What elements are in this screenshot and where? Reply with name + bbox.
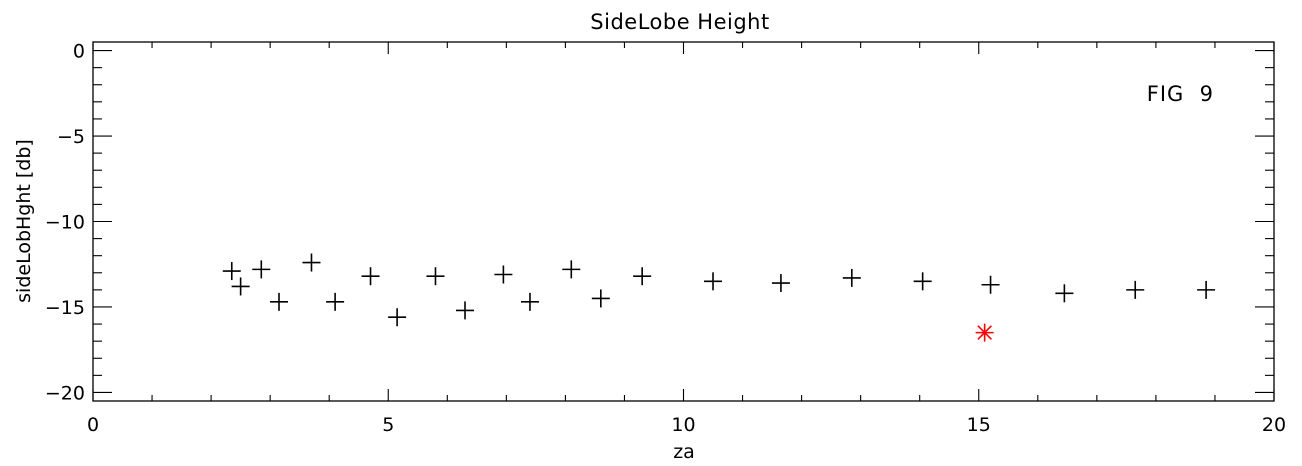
y-axis-label: sideLobHght [db] [13,139,35,303]
plus-point [302,253,321,272]
plus-point [520,292,539,311]
axis-ticks [92,42,1275,401]
y-tick-label: −5 [57,126,85,148]
plus-point [1126,280,1145,299]
x-tick-label: 10 [671,414,695,436]
x-tick-label: 15 [967,414,991,436]
plus-point [981,275,1000,294]
figure-annotation: FIG 9 [1147,82,1214,106]
plot-frame [92,41,1275,402]
plus-point [222,262,241,281]
plus-point [426,267,445,286]
plus-point [270,292,289,311]
x-tick-label: 0 [87,414,99,436]
data-points [222,253,1216,342]
plus-point [771,274,790,293]
plus-point [913,272,932,291]
y-tick-label: −15 [45,297,85,319]
plus-point [1055,284,1074,303]
plus-point [842,268,861,287]
y-tick-label: −10 [45,212,85,234]
x-tick-labels: 0 5 10 15 20 [87,414,1286,436]
plus-point [252,260,271,279]
plus-point [361,267,380,286]
plus-point [1197,280,1216,299]
chart-title: SideLobe Height [590,10,769,34]
plus-point [591,289,610,308]
plus-point [704,272,723,291]
y-tick-label: −20 [45,382,85,404]
plus-point [494,265,513,284]
plus-point [388,308,407,327]
x-tick-label: 20 [1262,414,1286,436]
plus-point [562,260,581,279]
y-tick-labels: 0 −5 −10 −15 −20 [45,41,85,405]
asterisk-point [975,323,994,342]
plus-point [633,267,652,286]
y-tick-label: 0 [73,41,85,63]
x-axis-label: za [673,441,695,463]
x-tick-label: 5 [382,414,394,436]
plus-point [231,277,250,296]
plus-point [326,292,345,311]
plus-point [456,301,475,320]
